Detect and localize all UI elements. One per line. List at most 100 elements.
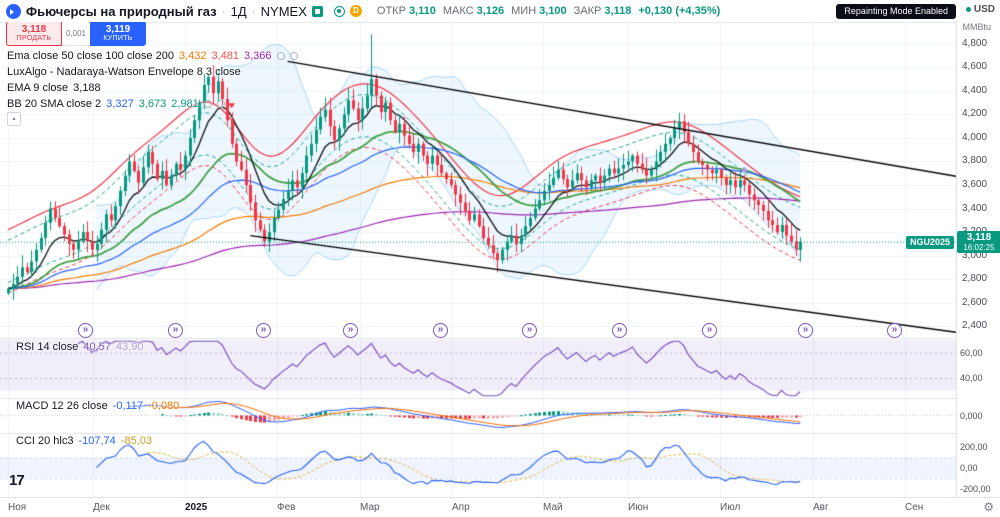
buy-price: 3,119 bbox=[105, 24, 131, 35]
price-tick: 4,000 bbox=[962, 131, 988, 143]
sell-price: 3,118 bbox=[21, 24, 47, 35]
last-price: 3,118 bbox=[966, 231, 992, 243]
price-tick: 4,200 bbox=[962, 108, 988, 120]
macd-tick: 0,000 bbox=[960, 410, 983, 421]
time-axis-label: Дек bbox=[93, 502, 110, 513]
legend-row-bollinger[interactable]: BB 20 SMA close 2 3,327 3,673 2,981 bbox=[7, 98, 225, 110]
legend-value: -107,74 bbox=[78, 435, 116, 447]
legend-title: Ema close 50 close 100 close 200 bbox=[7, 50, 174, 62]
tradingview-watermark-logo[interactable]: 17 bbox=[9, 472, 25, 489]
legend-title: CCI 20 hlc3 bbox=[16, 435, 74, 447]
cci-tick: -200,00 bbox=[960, 483, 991, 494]
repainting-mode-button[interactable]: Repainting Mode Enabled bbox=[836, 4, 956, 19]
symbol-title[interactable]: Фьючерсы на природный газ bbox=[26, 3, 217, 19]
replay-marker-icon[interactable]: » bbox=[433, 323, 448, 338]
legend-row-cci[interactable]: CCI 20 hlc3 -107,74 -85,03 bbox=[16, 435, 152, 447]
live-ring-icon[interactable] bbox=[333, 5, 345, 17]
more-options-icon[interactable] bbox=[216, 100, 225, 108]
legend-row-rsi[interactable]: RSI 14 close 40,57 43,90 bbox=[16, 341, 143, 353]
price-tick: 4,400 bbox=[962, 84, 988, 96]
more-options-icon[interactable] bbox=[289, 52, 298, 60]
replay-marker-icon[interactable]: » bbox=[522, 323, 537, 338]
time-axis[interactable]: ⚙ Ноя Дек 2025 Фев Мар Апр Май Июн Июл Авг Сен bbox=[0, 497, 1000, 517]
replay-marker-icon[interactable]: » bbox=[168, 323, 183, 338]
replay-marker-icon[interactable]: » bbox=[343, 323, 358, 338]
contract-label: NGU2025 bbox=[905, 235, 954, 249]
price-tick: 3,000 bbox=[962, 249, 988, 261]
visibility-icon[interactable] bbox=[276, 52, 285, 60]
countdown-timer: 16:02:25 bbox=[963, 242, 995, 252]
replay-marker-icon[interactable]: » bbox=[798, 323, 813, 338]
legend-value: -0,117 bbox=[112, 400, 144, 412]
price-tick: 2,800 bbox=[962, 273, 988, 285]
time-axis-label: Май bbox=[543, 502, 563, 513]
legend-value: -85,03 bbox=[120, 435, 152, 447]
legend-row-nadaraya-watson[interactable]: LuxAlgo - Nadaraya-Watson Envelope 8 3 c… bbox=[7, 66, 241, 78]
legend-value: 40,57 bbox=[83, 341, 111, 353]
high-label: МАКС bbox=[442, 5, 474, 17]
high-value: 3,126 bbox=[476, 5, 505, 17]
separator: · bbox=[251, 4, 256, 18]
sell-button[interactable]: 3,118 ПРОДАТЬ bbox=[6, 21, 62, 46]
legend-title: MACD 12 26 close bbox=[16, 400, 108, 412]
price-tick: 3,400 bbox=[962, 202, 988, 214]
legend-row-ema-ribbon[interactable]: Ema close 50 close 100 close 200 3,432 3… bbox=[7, 50, 298, 62]
open-value: 3,110 bbox=[408, 5, 436, 17]
price-tick: 3,600 bbox=[962, 179, 988, 190]
legend-value: -0,080 bbox=[148, 400, 180, 412]
market-open-dot-icon bbox=[965, 7, 971, 12]
time-axis-label: 2025 bbox=[185, 502, 208, 513]
replay-marker-icon[interactable]: » bbox=[78, 323, 93, 338]
time-axis-label: Авг bbox=[813, 502, 829, 513]
interval-button[interactable]: 1Д bbox=[230, 3, 247, 19]
replay-marker-icon[interactable]: » bbox=[612, 323, 627, 338]
time-axis-label: Июн bbox=[628, 502, 649, 513]
legend-title: BB 20 SMA close 2 bbox=[7, 98, 102, 110]
axis-settings-gear-icon[interactable]: ⚙ bbox=[983, 500, 994, 514]
legend-title: EMA 9 close bbox=[7, 82, 69, 94]
legend-row-macd[interactable]: MACD 12 26 close -0,117 -0,080 bbox=[16, 400, 179, 412]
exchange-label: NYMEX bbox=[260, 3, 307, 19]
replay-marker-icon[interactable]: » bbox=[256, 323, 271, 338]
time-axis-label: Июл bbox=[720, 502, 741, 513]
low-value: 3,100 bbox=[539, 5, 567, 17]
cci-tick: 0,00 bbox=[960, 463, 978, 474]
collapse-legend-button[interactable]: ▴ bbox=[7, 112, 21, 126]
time-axis-label: Ноя bbox=[8, 502, 27, 513]
replay-marker-icon[interactable]: » bbox=[702, 323, 717, 338]
buy-button[interactable]: 3,119 КУПИТЬ bbox=[90, 21, 146, 46]
close-label: ЗАКР bbox=[573, 5, 602, 17]
unit-label: MMBtu bbox=[962, 22, 991, 32]
visibility-icon[interactable] bbox=[203, 100, 212, 108]
legend-value: 43,90 bbox=[115, 341, 144, 353]
open-label: ОТКР bbox=[376, 5, 406, 17]
price-tick: 2,400 bbox=[962, 320, 988, 332]
time-axis-label: Фев bbox=[277, 502, 296, 513]
price-tick: 3,800 bbox=[962, 155, 988, 167]
price-tick: 2,600 bbox=[962, 296, 988, 308]
price-tick: 4,600 bbox=[962, 61, 988, 73]
legend-value: 3,366 bbox=[244, 50, 272, 62]
price-axis[interactable]: 3,118 16:02:25 4,800 4,600 4,400 4,200 4,000… bbox=[956, 22, 1000, 497]
dividend-icon[interactable]: D bbox=[349, 5, 362, 17]
sell-label: ПРОДАТЬ bbox=[16, 35, 52, 42]
trade-widget: 3,118 ПРОДАТЬ 0,001 3,119 КУПИТЬ bbox=[6, 21, 146, 46]
replay-marker-icon[interactable]: » bbox=[887, 323, 902, 338]
spread-value: 0,001 bbox=[62, 21, 90, 46]
legend-row-ema9[interactable]: EMA 9 close 3,188 bbox=[7, 82, 101, 94]
currency-label-wrap[interactable]: USD bbox=[965, 4, 995, 15]
rsi-tick: 40,00 bbox=[960, 373, 983, 383]
currency-label: USD bbox=[973, 4, 995, 15]
change-value: +0,130 (+4,35%) bbox=[638, 5, 721, 17]
legend-value: 3,188 bbox=[73, 82, 101, 94]
rsi-tick: 60,00 bbox=[960, 347, 983, 358]
time-axis-label: Сен bbox=[905, 502, 924, 513]
legend-value: 3,481 bbox=[211, 50, 239, 62]
buy-label: КУПИТЬ bbox=[103, 35, 133, 42]
tradingview-logo[interactable] bbox=[6, 3, 21, 19]
time-axis-label: Апр bbox=[452, 502, 470, 513]
ohlc-row: ОТКР 3,110 МАКС 3,126 МИН 3,100 ЗАКР 3,1… bbox=[377, 5, 720, 17]
legend-value: 3,327 bbox=[106, 98, 134, 110]
